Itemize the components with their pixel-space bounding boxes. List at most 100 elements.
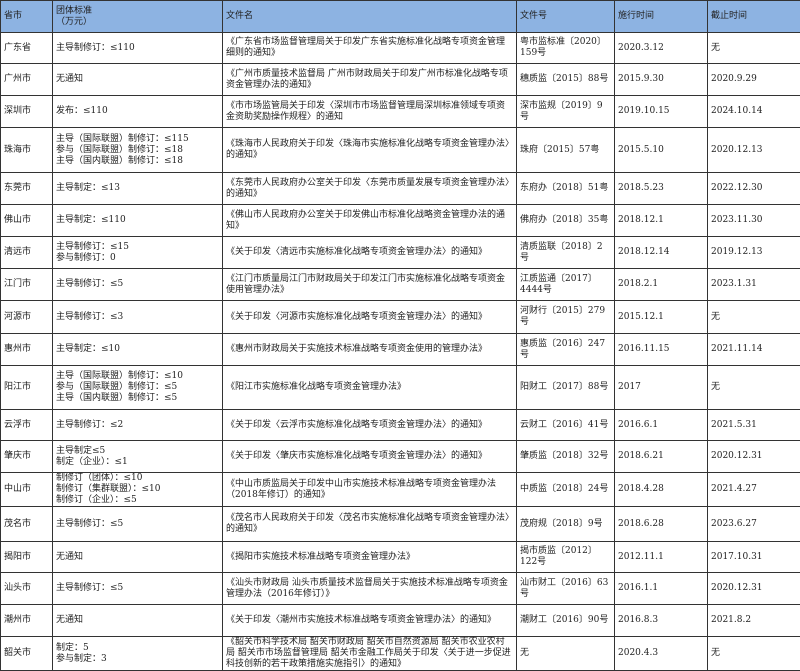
cell-start-date: 2018.5.23	[615, 173, 708, 205]
cell-standard: 主导制修订：≤110	[53, 33, 223, 64]
cell-doc-name: 《关于印发〈潮州市实施技术标准战略专项资金管理办法〉的通知》	[223, 605, 517, 637]
table-row: 茂名市主导制修订：≤5《茂名市人民政府关于印发〈茂名市实施标准化战略专项资金管理…	[1, 507, 800, 542]
cell-start-date: 2020.4.3	[615, 637, 708, 671]
table-row: 珠海市主导（国际联盟）制修订：≤115 参与（国际联盟）制修订：≤18 主导（国…	[1, 128, 800, 173]
cell-end-date: 2021.4.27	[708, 473, 800, 507]
cell-standard: 主导制修订：≤2	[53, 410, 223, 441]
cell-start-date: 2016.11.15	[615, 334, 708, 366]
cell-doc-no: 穗质监〔2015〕88号	[517, 64, 615, 96]
cell-end-date: 2022.12.30	[708, 173, 800, 205]
header-end: 截止时间	[708, 1, 800, 33]
header-row: 省市 团体标准 （万元） 文件名 文件号 施行时间 截止时间	[1, 1, 800, 33]
table-row: 惠州市主导制定：≤10《惠州市财政局关于实施技术标准战略专项资金使用的管理办法》…	[1, 334, 800, 366]
table-row: 广东省主导制修订：≤110《广东省市场监督管理局关于印发广东省实施标准化战略专项…	[1, 33, 800, 64]
cell-city: 潮州市	[1, 605, 53, 637]
cell-doc-name: 《中山市质监局关于印发中山市实施技术标准战略专项资金管理办法（2018年修订）的…	[223, 473, 517, 507]
cell-doc-name: 《关于印发〈肇庆市实施标准化战略专项资金管理办法〉的通知》	[223, 441, 517, 473]
cell-doc-no: 云财工〔2016〕41号	[517, 410, 615, 441]
cell-city: 东莞市	[1, 173, 53, 205]
cell-end-date: 无	[708, 33, 800, 64]
cell-doc-no: 河财行〔2015〕279号	[517, 301, 615, 334]
cell-doc-no: 茂府规〔2018〕9号	[517, 507, 615, 542]
cell-standard: 主导制修订：≤3	[53, 301, 223, 334]
cell-doc-name: 《关于印发〈河源市实施标准化战略专项资金管理办法〉的通知》	[223, 301, 517, 334]
cell-city: 深圳市	[1, 96, 53, 128]
cell-doc-no: 汕市财工〔2016〕63号	[517, 573, 615, 605]
cell-doc-name: 《江门市质量局江门市财政局关于印发江门市实施标准化战略专项资金使用管理办法》	[223, 269, 517, 301]
cell-standard: 主导（国际联盟）制修订：≤115 参与（国际联盟）制修订：≤18 主导（国内联盟…	[53, 128, 223, 173]
cell-start-date: 2016.1.1	[615, 573, 708, 605]
cell-doc-no: 粤市监标准〔2020〕159号	[517, 33, 615, 64]
cell-doc-no: 珠府〔2015〕57粤	[517, 128, 615, 173]
cell-doc-no: 佛府办〔2018〕35粤	[517, 205, 615, 237]
cell-start-date: 2018.4.28	[615, 473, 708, 507]
cell-start-date: 2020.3.12	[615, 33, 708, 64]
table-row: 肇庆市主导制定≤5 制定（企业）：≤1《关于印发〈肇庆市实施标准化战略专项资金管…	[1, 441, 800, 473]
cell-city: 云浮市	[1, 410, 53, 441]
cell-end-date: 2020.9.29	[708, 64, 800, 96]
cell-city: 广州市	[1, 64, 53, 96]
cell-doc-no: 潮财工〔2016〕90号	[517, 605, 615, 637]
cell-standard: 制修订（团体）：≤10 制修订（集群联盟）：≤10 制修订（企业）：≤5	[53, 473, 223, 507]
cell-end-date: 2020.12.31	[708, 573, 800, 605]
cell-city: 珠海市	[1, 128, 53, 173]
cell-standard: 主导制修订：≤15 参与制修订：0	[53, 237, 223, 269]
cell-doc-no: 肇质监〔2018〕32号	[517, 441, 615, 473]
cell-doc-name: 《汕头市财政局 汕头市质量技术监督局关于实施技术标准战略专项资金管理办法（201…	[223, 573, 517, 605]
cell-end-date: 2023.6.27	[708, 507, 800, 542]
table-row: 深圳市发布：≤110《市市场监管局关于印发〈深圳市市场监督管理局深圳标准领域专项…	[1, 96, 800, 128]
table-row: 揭阳市无通知《揭阳市实施技术标准战略专项资金管理办法》揭市质监〔2012〕122…	[1, 542, 800, 573]
cell-standard: 主导制定≤5 制定（企业）：≤1	[53, 441, 223, 473]
table-row: 佛山市主导制定：≤110《佛山市人民政府办公室关于印发佛山市标准化战略资金管理办…	[1, 205, 800, 237]
cell-standard: 主导制定：≤110	[53, 205, 223, 237]
cell-doc-name: 《珠海市人民政府关于印发〈珠海市实施标准化战略专项资金管理办法〉的通知》	[223, 128, 517, 173]
cell-standard: 制定：5 参与制定：3	[53, 637, 223, 671]
cell-standard: 无通知	[53, 542, 223, 573]
table-row: 江门市主导制修订：≤5《江门市质量局江门市财政局关于印发江门市实施标准化战略专项…	[1, 269, 800, 301]
cell-doc-name: 《关于印发〈清远市实施标准化战略专项资金管理办法〉的通知》	[223, 237, 517, 269]
cell-doc-no: 江质监通〔2017〕4444号	[517, 269, 615, 301]
table-row: 韶关市制定：5 参与制定：3《韶关市科学技术局 韶关市财政局 韶关市自然资源局 …	[1, 637, 800, 671]
cell-doc-name: 《茂名市人民政府关于印发〈茂名市实施标准化战略专项资金管理办法〉的通知》	[223, 507, 517, 542]
cell-doc-name: 《广东省市场监督管理局关于印发广东省实施标准化战略专项资金管理细则的通知》	[223, 33, 517, 64]
cell-end-date: 2023.11.30	[708, 205, 800, 237]
table-row: 河源市主导制修订：≤3《关于印发〈河源市实施标准化战略专项资金管理办法〉的通知》…	[1, 301, 800, 334]
cell-start-date: 2016.6.1	[615, 410, 708, 441]
cell-doc-name: 《东莞市人民政府办公室关于印发〈东莞市质量发展专项资金管理办法〉的通知》	[223, 173, 517, 205]
cell-start-date: 2015.12.1	[615, 301, 708, 334]
cell-city: 广东省	[1, 33, 53, 64]
cell-city: 汕头市	[1, 573, 53, 605]
cell-end-date: 2024.10.14	[708, 96, 800, 128]
cell-doc-no: 惠质监〔2016〕247号	[517, 334, 615, 366]
cell-standard: 主导制修订：≤5	[53, 573, 223, 605]
table-row: 云浮市主导制修订：≤2《关于印发〈云浮市实施标准化战略专项资金管理办法〉的通知》…	[1, 410, 800, 441]
cell-doc-name: 《惠州市财政局关于实施技术标准战略专项资金使用的管理办法》	[223, 334, 517, 366]
cell-city: 揭阳市	[1, 542, 53, 573]
cell-start-date: 2019.10.15	[615, 96, 708, 128]
cell-start-date: 2016.8.3	[615, 605, 708, 637]
cell-end-date: 2017.10.31	[708, 542, 800, 573]
table-row: 广州市无通知《广州市质量技术监督局 广州市财政局关于印发广州市标准化战略专项资金…	[1, 64, 800, 96]
cell-doc-no: 清质监联〔2018〕2号	[517, 237, 615, 269]
header-doc-no: 文件号	[517, 1, 615, 33]
cell-city: 中山市	[1, 473, 53, 507]
cell-start-date: 2012.11.1	[615, 542, 708, 573]
cell-standard: 主导制修订：≤5	[53, 507, 223, 542]
table-row: 潮州市无通知《关于印发〈潮州市实施技术标准战略专项资金管理办法〉的通知》潮财工〔…	[1, 605, 800, 637]
cell-end-date: 2021.8.2	[708, 605, 800, 637]
cell-city: 清远市	[1, 237, 53, 269]
header-standard: 团体标准 （万元）	[53, 1, 223, 33]
table-row: 清远市主导制修订：≤15 参与制修订：0《关于印发〈清远市实施标准化战略专项资金…	[1, 237, 800, 269]
cell-end-date: 2019.12.13	[708, 237, 800, 269]
cell-doc-no: 无	[517, 637, 615, 671]
cell-standard: 无通知	[53, 64, 223, 96]
cell-end-date: 2023.1.31	[708, 269, 800, 301]
cell-end-date: 2021.11.14	[708, 334, 800, 366]
cell-standard: 发布：≤110	[53, 96, 223, 128]
cell-city: 江门市	[1, 269, 53, 301]
cell-standard: 主导制定：≤13	[53, 173, 223, 205]
cell-start-date: 2018.6.21	[615, 441, 708, 473]
cell-doc-name: 《韶关市科学技术局 韶关市财政局 韶关市自然资源局 韶关市农业农村局 韶关市市场…	[223, 637, 517, 671]
table-row: 阳江市主导（国际联盟）制修订：≤10 参与（国际联盟）制修订：≤5 主导（国内联…	[1, 366, 800, 410]
